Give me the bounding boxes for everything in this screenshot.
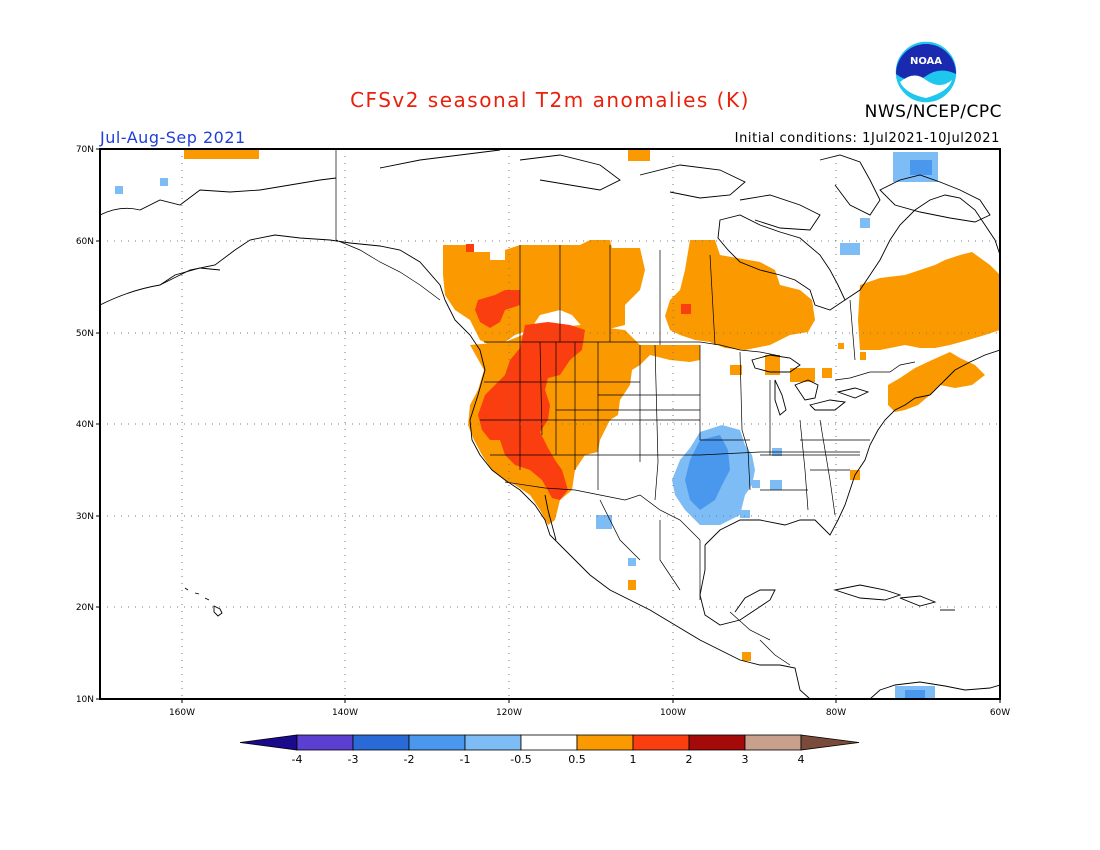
- axis-ticks: [96, 148, 1001, 703]
- lat-label: 20N: [76, 603, 94, 613]
- lon-label: 100W: [660, 708, 686, 718]
- lat-label: 10N: [76, 695, 94, 705]
- noaa-logo: NOAA: [894, 40, 958, 104]
- initial-conditions-label: Initial conditions: 1Jul2021-10Jul2021: [734, 131, 1000, 146]
- graticule: [100, 149, 1000, 699]
- coastlines: [100, 149, 1000, 699]
- lon-label: 120W: [496, 708, 522, 718]
- colorbar-segment: [352, 734, 410, 751]
- colorbar-segment: [296, 734, 354, 751]
- colorbar-tick-label: -0.5: [510, 753, 531, 766]
- lat-label: 70N: [76, 145, 94, 155]
- latitude-labels: 70N 60N 50N 40N 30N 20N 10N: [76, 145, 94, 705]
- colorbar-segment: [576, 734, 634, 751]
- colorbar-segment: [744, 734, 802, 751]
- colorbar-tick-label: -3: [348, 753, 359, 766]
- colorbar-segment: [632, 734, 690, 751]
- lon-label: 140W: [332, 708, 358, 718]
- colorbar-tick-label: 1: [630, 753, 637, 766]
- season-label: Jul-Aug-Sep 2021: [100, 128, 246, 147]
- colorbar-tick-label: 2: [686, 753, 693, 766]
- lat-label: 50N: [76, 329, 94, 339]
- agency-label: NWS/NCEP/CPC: [864, 102, 1002, 122]
- lat-label: 60N: [76, 237, 94, 247]
- colorbar-segment: [464, 734, 522, 751]
- colorbar-tick-label: 4: [798, 753, 805, 766]
- colorbar: -4 -3 -2 -1 -0.5 0.5 1 2 3 4: [239, 734, 860, 766]
- colorbar-tick-label: 0.5: [568, 753, 586, 766]
- lon-label: 160W: [169, 708, 195, 718]
- map-title: CFSv2 seasonal T2m anomalies (K): [350, 88, 750, 112]
- colorbar-tick-label: -4: [292, 753, 303, 766]
- colorbar-segment: [688, 734, 746, 751]
- colorbar-segment: [408, 734, 466, 751]
- lat-label: 40N: [76, 420, 94, 430]
- lat-label: 30N: [76, 512, 94, 522]
- logo-text: NOAA: [910, 56, 942, 67]
- colorbar-tick-label: 3: [742, 753, 749, 766]
- colorbar-right-arrow: [800, 734, 860, 751]
- lon-label: 80W: [826, 708, 846, 718]
- longitude-labels: 160W 140W 120W 100W 80W 60W: [169, 708, 1010, 718]
- colorbar-segment: [520, 734, 578, 751]
- colorbar-tick-label: -1: [460, 753, 471, 766]
- colorbar-left-arrow: [239, 734, 298, 751]
- lon-label: 60W: [990, 708, 1010, 718]
- colorbar-tick-label: -2: [404, 753, 415, 766]
- political-borders: [335, 149, 916, 666]
- anomaly-shading: [115, 149, 1000, 699]
